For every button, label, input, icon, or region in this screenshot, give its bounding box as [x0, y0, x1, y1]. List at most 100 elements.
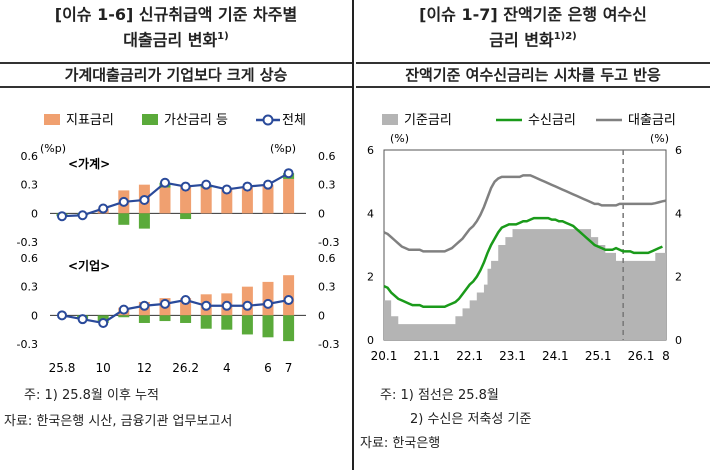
- y-tick-left: 2: [367, 271, 374, 284]
- point-total: [98, 203, 109, 214]
- y-tick-right: 0.6: [318, 150, 336, 163]
- y-tick-right: -0.3: [318, 236, 339, 249]
- bar-jipyo: [221, 189, 233, 214]
- right-subtitle: 잔액기준 여수신금리는 시차를 두고 반응: [356, 62, 710, 88]
- y-tick-right: -0.3: [318, 338, 339, 351]
- bar-gasan: [200, 315, 212, 329]
- point-total: [263, 298, 273, 309]
- point-total: [180, 181, 191, 192]
- y-tick-left: 6: [367, 144, 374, 157]
- point-total: [139, 300, 150, 311]
- point-total: [160, 298, 170, 309]
- left-chart: 지표금리 가산금리 등 전체 (%p) (%p) -0.3 -0.3 0 0 0.3 0.3 0.6 0…: [17, 113, 340, 375]
- left-subtitle: 가계대출금리가 기업보다 크게 상승: [0, 62, 352, 88]
- x-tick: 7: [285, 361, 293, 375]
- bar-jipyo: [180, 298, 192, 316]
- bar-jipyo: [180, 186, 192, 214]
- y-tick-left: 0.3: [21, 179, 39, 192]
- bar-jipyo: [262, 184, 274, 214]
- left-title: [이슈 1-6] 신규취급액 기준 차주별 대출금리 변화1): [0, 4, 352, 51]
- point-total: [57, 310, 67, 321]
- legend-label-2: 대출금리: [628, 113, 676, 128]
- legend-swatch-0: [44, 114, 60, 125]
- x-tick: 4: [223, 361, 231, 375]
- point-total: [77, 314, 88, 325]
- y-tick-right: 4: [675, 207, 682, 220]
- right-title-line1: [이슈 1-7] 잔액기준 은행 여수신: [419, 5, 647, 24]
- legend-label-2: 전체: [282, 113, 306, 128]
- x-tick: 8: [662, 349, 670, 363]
- right-note-2: 2) 수신은 저축성 기준: [410, 412, 532, 427]
- x-tick: 26.1: [628, 349, 655, 363]
- point-total: [118, 304, 129, 315]
- point-total: [201, 300, 212, 311]
- panel-label: <가계>: [68, 156, 110, 171]
- legend-label-0: 지표금리: [66, 113, 114, 128]
- right-title-line2: 금리 변화: [489, 30, 554, 50]
- left-title-sup: 1): [217, 31, 229, 42]
- y-tick-left: 4: [367, 207, 374, 220]
- x-tick: 20.1: [371, 349, 398, 363]
- legend-swatch-1: [142, 114, 158, 125]
- x-tick: 10: [96, 361, 111, 375]
- left-title-line2: 대출금리 변화: [123, 30, 218, 50]
- bar-gasan: [180, 213, 192, 220]
- point-total: [77, 210, 88, 221]
- line-total: [61, 172, 290, 218]
- bar-gasan: [159, 315, 171, 322]
- left-unit-left: (%p): [40, 142, 66, 155]
- point-total: [221, 184, 232, 195]
- point-total: [283, 168, 294, 179]
- panel-label: <기업>: [68, 258, 110, 273]
- y-tick-right: 0: [675, 334, 682, 347]
- bar-gasan: [118, 315, 130, 318]
- legend-label-1: 가산금리 등: [164, 113, 228, 128]
- line-loan-rate: [383, 174, 667, 253]
- y-tick-left: 0: [31, 309, 38, 322]
- bar-gasan: [138, 315, 150, 323]
- point-total: [242, 300, 253, 311]
- y-tick-right: 0: [318, 309, 325, 322]
- right-unit-right: (%): [650, 132, 669, 145]
- point-total: [160, 177, 170, 188]
- x-tick: 12: [137, 361, 152, 375]
- y-tick-left: 0.3: [21, 281, 39, 294]
- bar-gasan: [262, 315, 274, 338]
- panel-separator: [352, 0, 354, 470]
- x-tick: 26.2: [172, 361, 199, 375]
- right-unit-left: (%): [390, 132, 409, 145]
- y-tick-left: 0: [31, 207, 38, 220]
- bar-gasan: [138, 213, 150, 229]
- x-tick: 24.1: [542, 349, 569, 363]
- legend-label-0: 기준금리: [404, 113, 452, 128]
- legend-swatch-base: [382, 114, 398, 125]
- y-tick-right: 2: [675, 271, 682, 284]
- y-tick-right: 6: [675, 144, 682, 157]
- left-unit-right: (%p): [270, 142, 296, 155]
- bar-gasan: [283, 315, 295, 342]
- left-note-2: 자료: 한국은행 시산, 금융기관 업무보고서: [4, 414, 233, 429]
- bar-jipyo: [283, 178, 295, 214]
- point-total: [263, 179, 273, 190]
- left-note-1: 주: 1) 25.8월 이후 누적: [24, 388, 159, 403]
- right-chart: 기준금리 수신금리 대출금리 (%) (%) 0 0 2 2 4 4 6 6 20.1 21.1 22.1 23…: [367, 113, 682, 363]
- point-total: [283, 295, 294, 306]
- bar-gasan: [241, 315, 253, 335]
- legend-marker-total: [262, 114, 274, 126]
- line-total: [61, 298, 289, 325]
- point-total: [242, 181, 253, 192]
- area-base-rate: [384, 229, 666, 340]
- point-total: [57, 211, 67, 222]
- x-tick: 6: [264, 361, 272, 375]
- line-deposit-rate: [383, 216, 663, 308]
- right-panel: [이슈 1-7] 잔액기준 은행 여수신 금리 변화1)2) 잔액기준 여수신금…: [356, 0, 710, 470]
- right-title-sup: 1)2): [553, 31, 577, 42]
- point-total: [118, 196, 129, 207]
- y-tick-left: -0.3: [17, 236, 38, 249]
- legend-label-1: 수신금리: [528, 113, 576, 128]
- y-tick-left: 0.6: [21, 150, 39, 163]
- right-note-3: 자료: 한국은행: [360, 436, 441, 451]
- y-tick-right: 0.3: [318, 179, 336, 192]
- x-tick: 22.1: [456, 349, 483, 363]
- x-tick: 23.1: [499, 349, 526, 363]
